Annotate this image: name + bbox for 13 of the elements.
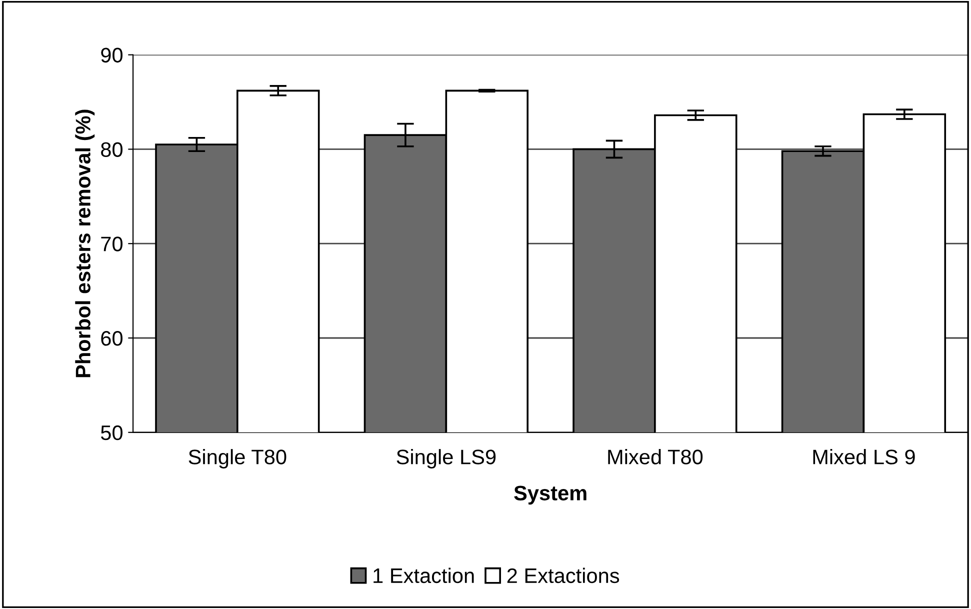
y-tick-label: 90 bbox=[101, 48, 122, 63]
x-tick-label: Single T80 bbox=[188, 449, 286, 468]
y-axis-title: Phorbol esters removal (%) bbox=[75, 110, 95, 378]
x-tick-label: Mixed T80 bbox=[608, 449, 703, 464]
y-tick-label: 70 bbox=[101, 236, 122, 252]
x-tick-label: Single LS9 bbox=[396, 449, 496, 468]
x-axis-title: System bbox=[514, 486, 586, 505]
y-tick-label: 80 bbox=[101, 142, 122, 157]
y-tick-label: 60 bbox=[101, 330, 122, 346]
legend-label: 2 Extactions bbox=[507, 568, 620, 584]
legend-label: 1 Extaction bbox=[374, 568, 474, 584]
y-tick-label: 50 bbox=[100, 425, 122, 440]
x-tick-label: Mixed LS 9 bbox=[813, 449, 915, 464]
